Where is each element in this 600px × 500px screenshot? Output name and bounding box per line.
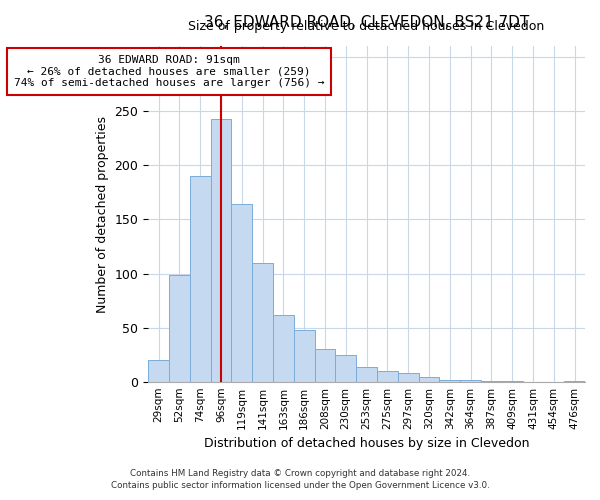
Title: 36, EDWARD ROAD, CLEVEDON, BS21 7DT: 36, EDWARD ROAD, CLEVEDON, BS21 7DT xyxy=(204,15,529,30)
Bar xyxy=(169,274,190,382)
Bar xyxy=(148,360,169,382)
Bar xyxy=(502,380,523,382)
Bar xyxy=(252,262,273,382)
Bar xyxy=(314,349,335,382)
Bar xyxy=(564,380,585,382)
Bar xyxy=(439,380,460,382)
Text: Contains HM Land Registry data © Crown copyright and database right 2024.
Contai: Contains HM Land Registry data © Crown c… xyxy=(110,468,490,490)
X-axis label: Distribution of detached houses by size in Clevedon: Distribution of detached houses by size … xyxy=(204,437,529,450)
Bar xyxy=(294,330,314,382)
Bar xyxy=(211,119,232,382)
Text: Size of property relative to detached houses in Clevedon: Size of property relative to detached ho… xyxy=(188,20,545,33)
Bar xyxy=(232,204,252,382)
Text: 36 EDWARD ROAD: 91sqm
← 26% of detached houses are smaller (259)
74% of semi-det: 36 EDWARD ROAD: 91sqm ← 26% of detached … xyxy=(14,55,324,88)
Bar xyxy=(481,380,502,382)
Bar xyxy=(273,314,294,382)
Bar xyxy=(419,378,439,382)
Bar xyxy=(356,366,377,382)
Bar xyxy=(377,371,398,382)
Y-axis label: Number of detached properties: Number of detached properties xyxy=(96,116,109,312)
Bar xyxy=(398,373,419,382)
Bar xyxy=(190,176,211,382)
Bar xyxy=(460,380,481,382)
Bar xyxy=(335,354,356,382)
